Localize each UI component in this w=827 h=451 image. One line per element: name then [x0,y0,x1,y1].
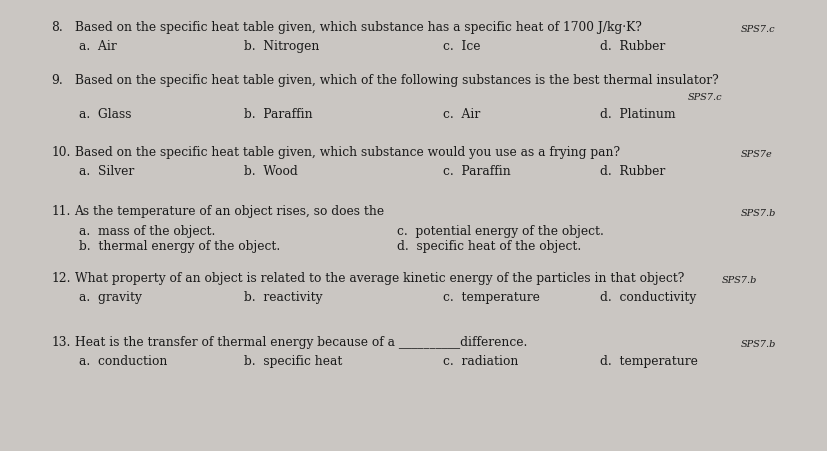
Text: b.  Wood: b. Wood [244,165,298,178]
Text: SPS7.c: SPS7.c [686,92,721,101]
Text: c.  potential energy of the object.: c. potential energy of the object. [397,224,604,237]
Text: d.  Rubber: d. Rubber [600,40,665,53]
Text: SPS7e: SPS7e [740,150,772,159]
Text: 10.: 10. [51,146,70,159]
Text: Based on the specific heat table given, which substance has a specific heat of 1: Based on the specific heat table given, … [74,21,641,34]
Text: Based on the specific heat table given, which of the following substances is the: Based on the specific heat table given, … [74,74,717,87]
Text: SPS7.c: SPS7.c [740,25,775,34]
Text: a.  Glass: a. Glass [79,107,131,120]
Text: SPS7.b: SPS7.b [740,339,776,348]
Text: c.  Paraffin: c. Paraffin [442,165,510,178]
Text: Based on the specific heat table given, which substance would you use as a fryin: Based on the specific heat table given, … [74,146,619,159]
Text: 11.: 11. [51,204,70,217]
Text: What property of an object is related to the average kinetic energy of the parti: What property of an object is related to… [74,271,683,284]
Text: a.  conduction: a. conduction [79,354,167,368]
Text: b.  specific heat: b. specific heat [244,354,342,368]
Text: 8.: 8. [51,21,63,34]
Text: b.  thermal energy of the object.: b. thermal energy of the object. [79,239,280,253]
Text: d.  temperature: d. temperature [600,354,697,368]
Text: a.  mass of the object.: a. mass of the object. [79,224,215,237]
Text: d.  Rubber: d. Rubber [600,165,665,178]
Text: 12.: 12. [51,271,71,284]
Text: d.  conductivity: d. conductivity [600,290,696,304]
Text: b.  Nitrogen: b. Nitrogen [244,40,319,53]
Text: c.  Ice: c. Ice [442,40,480,53]
Text: a.  Silver: a. Silver [79,165,134,178]
Text: b.  reactivity: b. reactivity [244,290,323,304]
Text: 13.: 13. [51,335,70,348]
Text: c.  temperature: c. temperature [442,290,539,304]
Text: As the temperature of an object rises, so does the: As the temperature of an object rises, s… [74,204,385,217]
Text: SPS7.b: SPS7.b [721,275,757,284]
Text: b.  Paraffin: b. Paraffin [244,107,313,120]
Text: c.  Air: c. Air [442,107,480,120]
Text: d.  Platinum: d. Platinum [600,107,675,120]
Text: d.  specific heat of the object.: d. specific heat of the object. [397,239,581,253]
Text: 9.: 9. [51,74,63,87]
Text: c.  radiation: c. radiation [442,354,518,368]
Text: a.  Air: a. Air [79,40,117,53]
Text: SPS7.b: SPS7.b [740,208,776,217]
Text: a.  gravity: a. gravity [79,290,141,304]
Text: Heat is the transfer of thermal energy because of a __________difference.: Heat is the transfer of thermal energy b… [74,335,526,348]
